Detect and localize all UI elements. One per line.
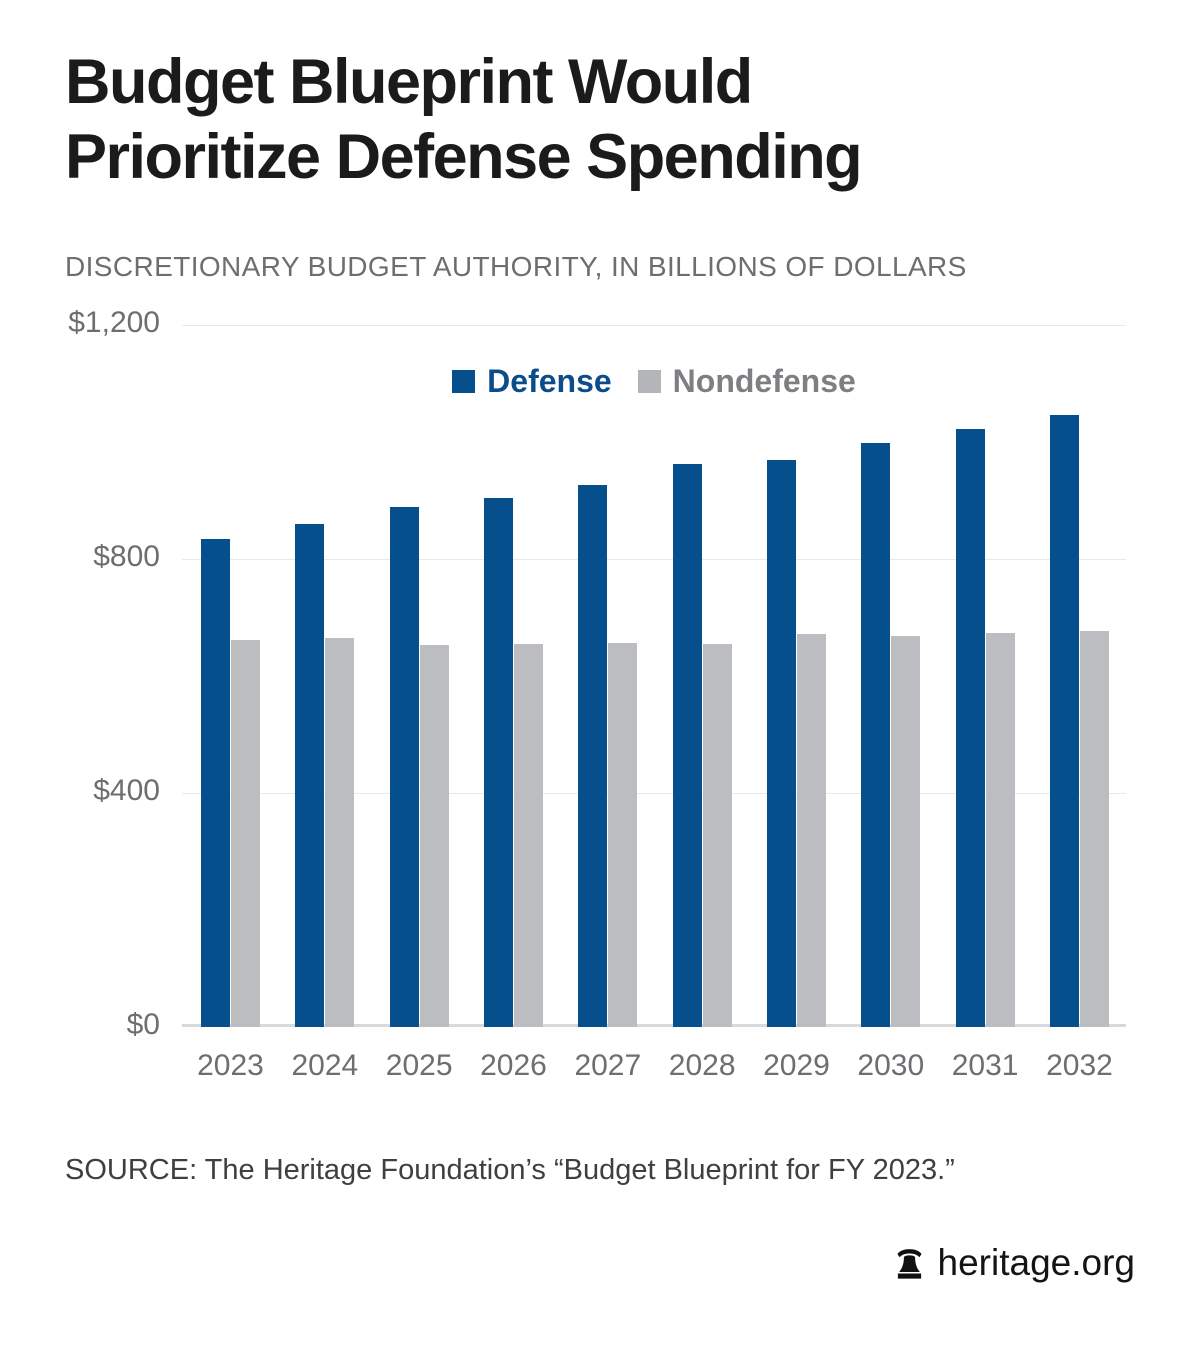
bar-defense-2029 <box>766 459 796 1027</box>
y-axis-tick-label: $400 <box>93 774 160 807</box>
legend-label: Nondefense <box>672 363 856 399</box>
legend-label: Defense <box>487 363 612 399</box>
gridline-1200 <box>182 325 1126 326</box>
x-axis-tick-label: 2027 <box>574 1049 642 1082</box>
chart-subtitle: DISCRETIONARY BUDGET AUTHORITY, IN BILLI… <box>65 251 967 282</box>
page-title: Budget Blueprint Would Prioritize Defens… <box>65 45 863 195</box>
bar-nondefense-2029 <box>796 633 826 1027</box>
x-axis-tick-label: 2032 <box>1046 1049 1113 1082</box>
y-axis-tick-label: $800 <box>93 540 160 573</box>
bar-defense-2025 <box>389 506 419 1027</box>
x-axis-tick-label: 2026 <box>480 1049 547 1082</box>
bar-defense-2023 <box>201 538 230 1027</box>
bar-defense-2028 <box>672 464 702 1027</box>
legend: Defense Nondefense <box>182 363 1126 400</box>
bar-nondefense-2032 <box>1079 630 1109 1027</box>
bar-nondefense-2025 <box>419 644 449 1027</box>
x-axis-tick-label: 2029 <box>763 1049 830 1082</box>
page-title-line-1: Budget Blueprint Would <box>65 47 753 117</box>
bar-defense-2027 <box>578 484 608 1027</box>
bar-nondefense-2023 <box>231 640 260 1027</box>
liberty-bell-icon <box>896 1248 922 1279</box>
brand-footer: heritage.org <box>894 1242 1135 1284</box>
x-axis-tick-label: 2024 <box>291 1049 359 1082</box>
bar-defense-2031 <box>955 429 985 1027</box>
bar-defense-2026 <box>483 498 513 1027</box>
bar-nondefense-2026 <box>513 643 543 1027</box>
plot-area: Defense Nondefense $1,200 $800 $400 $0 2023 20… <box>68 306 1126 1082</box>
bar-defense-2030 <box>861 443 891 1027</box>
gridline-400 <box>182 793 1126 794</box>
bar-defense-2024 <box>295 523 325 1027</box>
gridline-800 <box>182 559 1126 560</box>
legend-swatch-nondefense <box>637 370 661 393</box>
bar-nondefense-2030 <box>891 636 921 1027</box>
page-title-line-2: Prioritize Defense Spending <box>65 122 863 192</box>
bar-defense-2032 <box>1049 414 1079 1027</box>
bar-nondefense-2024 <box>325 637 355 1027</box>
bar-nondefense-2028 <box>702 643 732 1027</box>
bar-nondefense-2031 <box>985 633 1015 1027</box>
legend-swatch-defense <box>452 370 476 393</box>
legend-item-defense: Defense <box>452 363 612 400</box>
x-axis-tick-label: 2028 <box>668 1049 736 1082</box>
source-note: SOURCE: The Heritage Foundation’s “Budge… <box>65 1154 955 1186</box>
x-axis-tick-label: 2030 <box>857 1049 925 1082</box>
y-axis-tick-label: $1,200 <box>68 306 160 339</box>
legend-item-nondefense: Nondefense <box>637 363 856 400</box>
x-axis-tick-label: 2025 <box>385 1049 453 1082</box>
x-axis-tick-label: 2031 <box>951 1049 1019 1082</box>
brand-text: heritage.org <box>937 1242 1135 1283</box>
gridline-0 <box>182 1024 1126 1027</box>
bar-nondefense-2027 <box>608 643 638 1027</box>
y-axis-tick-label: $0 <box>126 1008 160 1041</box>
x-axis-tick-label: 2023 <box>197 1049 264 1082</box>
